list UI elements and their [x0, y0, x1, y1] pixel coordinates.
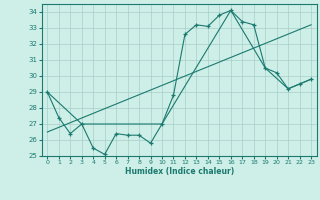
X-axis label: Humidex (Indice chaleur): Humidex (Indice chaleur) [124, 167, 234, 176]
